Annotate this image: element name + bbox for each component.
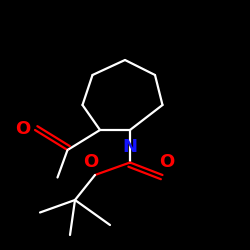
Text: O: O xyxy=(15,120,30,138)
Text: O: O xyxy=(159,153,174,171)
Text: O: O xyxy=(84,153,99,171)
Text: N: N xyxy=(122,138,138,156)
